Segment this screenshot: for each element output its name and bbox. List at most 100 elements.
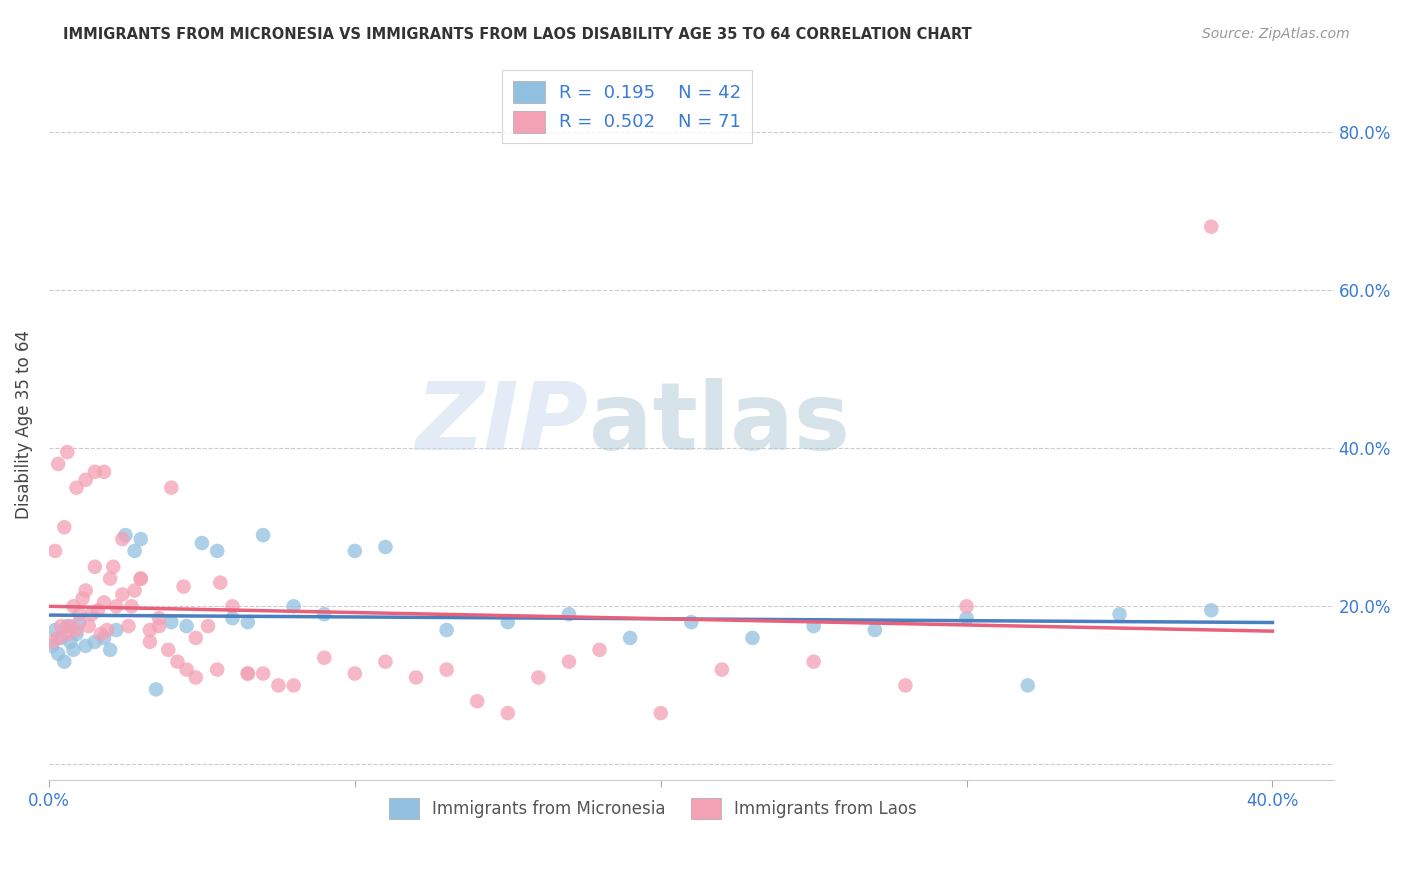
Point: [62, 642, 84, 657]
Point: [496, 615, 519, 629]
Point: [160, 615, 183, 629]
Point: [93, 631, 115, 645]
Y-axis label: Disability Age 35 to 64: Disability Age 35 to 64: [15, 330, 32, 519]
Point: [221, 611, 243, 625]
Point: [41, 635, 63, 649]
Point: [741, 631, 763, 645]
Point: [145, 682, 167, 697]
Legend: Immigrants from Micronesia, Immigrants from Laos: Immigrants from Micronesia, Immigrants f…: [382, 792, 924, 825]
Point: [59, 635, 82, 649]
Point: [46, 631, 69, 645]
Point: [72, 591, 94, 606]
Point: [681, 615, 703, 629]
Point: [1108, 607, 1130, 622]
Point: [148, 611, 170, 625]
Point: [83, 559, 105, 574]
Point: [111, 532, 134, 546]
Point: [184, 671, 207, 685]
Point: [436, 623, 458, 637]
Point: [139, 635, 162, 649]
Point: [41, 639, 63, 653]
Point: [166, 655, 188, 669]
Point: [44, 623, 66, 637]
Point: [93, 465, 115, 479]
Point: [558, 607, 581, 622]
Point: [69, 607, 91, 622]
Point: [83, 465, 105, 479]
Point: [236, 615, 259, 629]
Point: [252, 528, 274, 542]
Point: [129, 572, 152, 586]
Point: [124, 544, 146, 558]
Point: [527, 671, 550, 685]
Point: [405, 671, 427, 685]
Point: [80, 607, 103, 622]
Point: [650, 706, 672, 720]
Point: [65, 623, 87, 637]
Point: [191, 536, 214, 550]
Point: [56, 627, 79, 641]
Point: [46, 647, 69, 661]
Point: [51, 631, 73, 645]
Point: [1017, 678, 1039, 692]
Point: [53, 655, 76, 669]
Point: [121, 599, 143, 614]
Point: [56, 445, 79, 459]
Point: [619, 631, 641, 645]
Point: [1201, 219, 1223, 234]
Point: [53, 520, 76, 534]
Point: [184, 631, 207, 645]
Point: [111, 587, 134, 601]
Point: [863, 623, 886, 637]
Point: [98, 572, 121, 586]
Point: [197, 619, 219, 633]
Point: [374, 655, 396, 669]
Point: [496, 706, 519, 720]
Point: [77, 619, 100, 633]
Point: [267, 678, 290, 692]
Point: [558, 655, 581, 669]
Point: [105, 599, 128, 614]
Text: Source: ZipAtlas.com: Source: ZipAtlas.com: [1202, 27, 1350, 41]
Point: [65, 481, 87, 495]
Point: [90, 627, 112, 641]
Point: [129, 532, 152, 546]
Point: [117, 619, 139, 633]
Point: [343, 544, 366, 558]
Point: [124, 583, 146, 598]
Point: [69, 615, 91, 629]
Point: [588, 642, 610, 657]
Point: [465, 694, 488, 708]
Point: [157, 642, 180, 657]
Point: [283, 678, 305, 692]
Point: [803, 619, 825, 633]
Point: [59, 619, 82, 633]
Point: [1201, 603, 1223, 617]
Point: [894, 678, 917, 692]
Point: [205, 663, 228, 677]
Point: [710, 663, 733, 677]
Point: [205, 544, 228, 558]
Point: [221, 599, 243, 614]
Point: [283, 599, 305, 614]
Point: [343, 666, 366, 681]
Point: [75, 639, 97, 653]
Point: [176, 663, 198, 677]
Point: [96, 623, 118, 637]
Point: [436, 663, 458, 677]
Point: [105, 623, 128, 637]
Point: [955, 611, 977, 625]
Point: [103, 559, 125, 574]
Point: [87, 603, 110, 617]
Point: [148, 619, 170, 633]
Point: [252, 666, 274, 681]
Point: [173, 580, 195, 594]
Point: [44, 544, 66, 558]
Point: [83, 635, 105, 649]
Point: [374, 540, 396, 554]
Point: [129, 572, 152, 586]
Point: [209, 575, 232, 590]
Point: [93, 595, 115, 609]
Point: [98, 642, 121, 657]
Point: [314, 607, 336, 622]
